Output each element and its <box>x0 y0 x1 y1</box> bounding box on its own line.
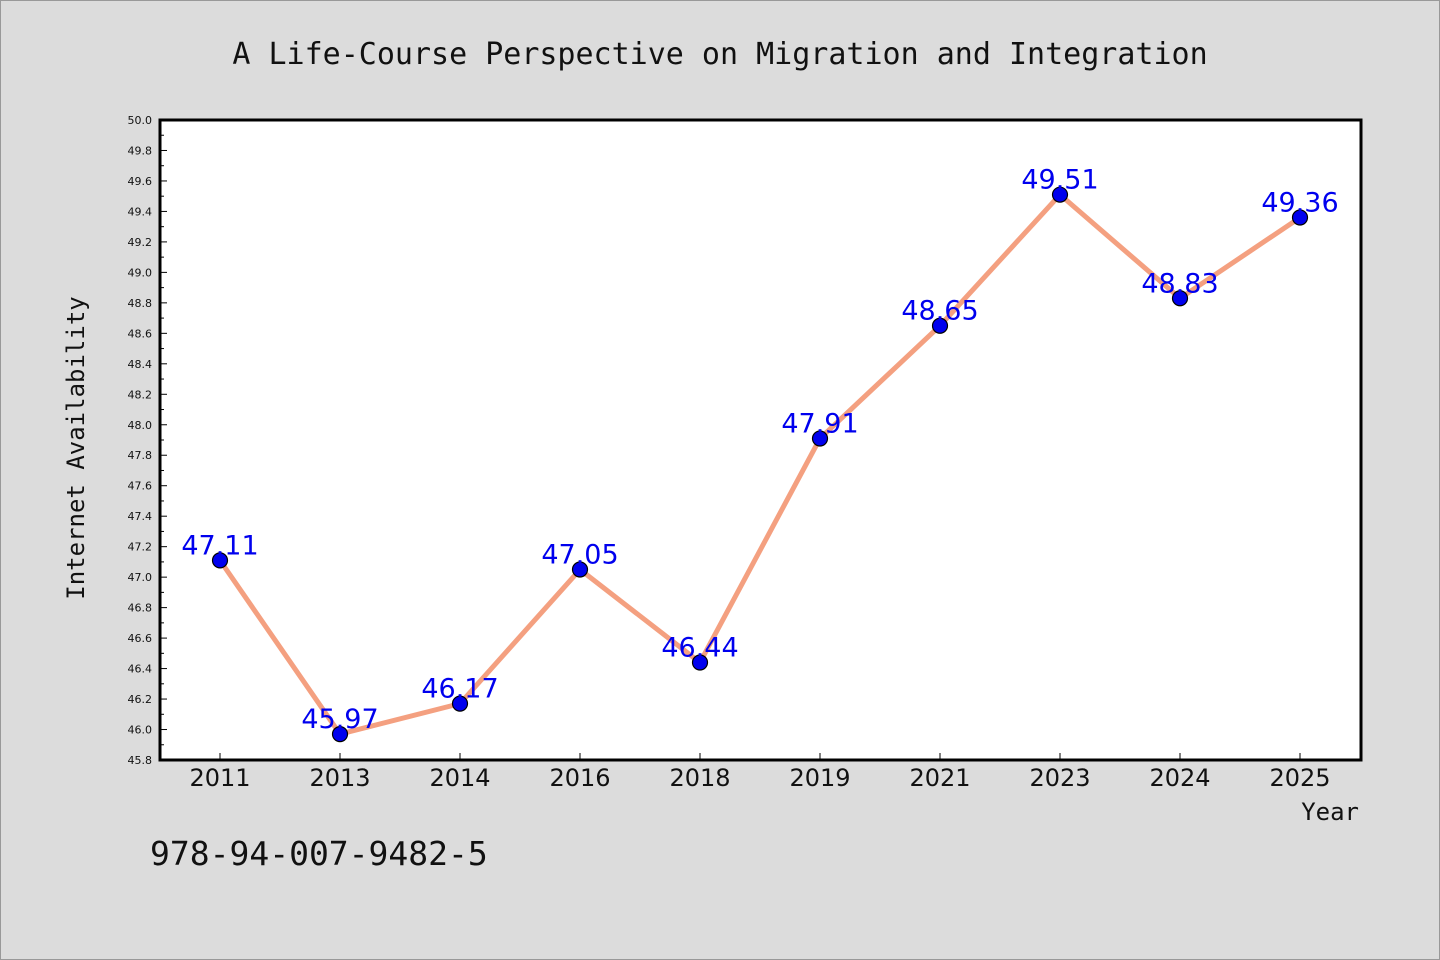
y-tick-label: 47.6 <box>128 480 153 493</box>
data-point <box>451 695 469 712</box>
y-tick-label: 49.2 <box>128 236 153 249</box>
y-tick-label: 50.0 <box>128 114 153 127</box>
x-axis-title: Year <box>1301 798 1359 826</box>
isbn-text: 978-94-007-9482-5 <box>150 834 488 873</box>
y-tick-label: 46.2 <box>128 693 153 706</box>
data-point <box>691 654 709 671</box>
y-tick-label: 47.0 <box>128 571 153 584</box>
y-tick-label: 49.4 <box>128 205 153 218</box>
x-tick-label: 2011 <box>189 764 250 792</box>
y-tick-label: 48.6 <box>128 327 153 340</box>
y-tick-label: 47.8 <box>128 449 153 462</box>
x-tick-label: 2014 <box>429 764 490 792</box>
y-axis-title: Internet Availability <box>62 296 90 599</box>
data-point <box>1171 290 1189 307</box>
data-label: 47.91 <box>781 408 858 439</box>
x-tick-label: 2024 <box>1149 764 1210 792</box>
data-point <box>571 561 589 578</box>
data-point <box>931 317 949 334</box>
data-label: 48.65 <box>901 296 978 327</box>
data-label: 49.51 <box>1021 165 1098 196</box>
y-axis: 45.8 46.0 46.2 46.4 46.6 46.8 47.0 47.2 47.4 47.6… <box>128 114 167 767</box>
x-tick-label: 2016 <box>549 764 610 792</box>
series-markers <box>211 186 1309 743</box>
data-point <box>811 430 829 447</box>
data-label: 46.17 <box>421 674 498 705</box>
data-point <box>331 725 349 743</box>
y-tick-label: 46.0 <box>128 724 153 737</box>
y-tick-label: 49.6 <box>128 175 153 188</box>
data-label: 46.44 <box>661 632 738 663</box>
series-line <box>217 192 1303 737</box>
x-tick-label: 2013 <box>309 764 370 792</box>
y-tick-label: 47.2 <box>128 541 153 554</box>
y-tick-label: 48.0 <box>128 419 153 432</box>
data-labels: 47.11 45.97 46.17 47.05 46.44 47.91 48.65 49.51… <box>181 165 1338 735</box>
y-tick-label: 48.2 <box>128 388 153 401</box>
x-tick-label: 2023 <box>1029 764 1090 792</box>
x-tick-label: 2025 <box>1269 764 1330 792</box>
y-tick-label: 47.4 <box>128 510 153 523</box>
chart-title: A Life-Course Perspective on Migration a… <box>232 37 1207 72</box>
data-label: 48.83 <box>1141 268 1218 299</box>
y-tick-label: 45.8 <box>128 754 153 767</box>
x-tick-label: 2019 <box>789 764 850 792</box>
data-label: 47.05 <box>541 540 618 571</box>
x-tick-label: 2021 <box>909 764 970 792</box>
y-tick-label: 46.4 <box>128 663 153 676</box>
y-tick-label: 49.8 <box>128 144 153 157</box>
y-tick-label: 46.8 <box>128 602 153 615</box>
y-tick-label: 48.4 <box>128 358 153 371</box>
data-label: 47.11 <box>181 530 258 561</box>
data-point <box>211 552 229 569</box>
x-tick-label: 2018 <box>669 764 730 792</box>
data-label: 45.97 <box>301 704 378 735</box>
data-point <box>1291 209 1309 226</box>
plot-area <box>158 118 1363 762</box>
data-label: 49.36 <box>1261 188 1338 219</box>
y-tick-label: 49.0 <box>128 266 153 279</box>
data-point <box>1051 186 1069 203</box>
y-tick-label: 48.8 <box>128 297 153 310</box>
y-tick-label: 46.6 <box>128 632 153 645</box>
series-polyline <box>217 192 1303 737</box>
x-axis: 2011 2013 2014 2016 2018 2019 2021 2023 2024 2025 <box>189 753 1331 792</box>
